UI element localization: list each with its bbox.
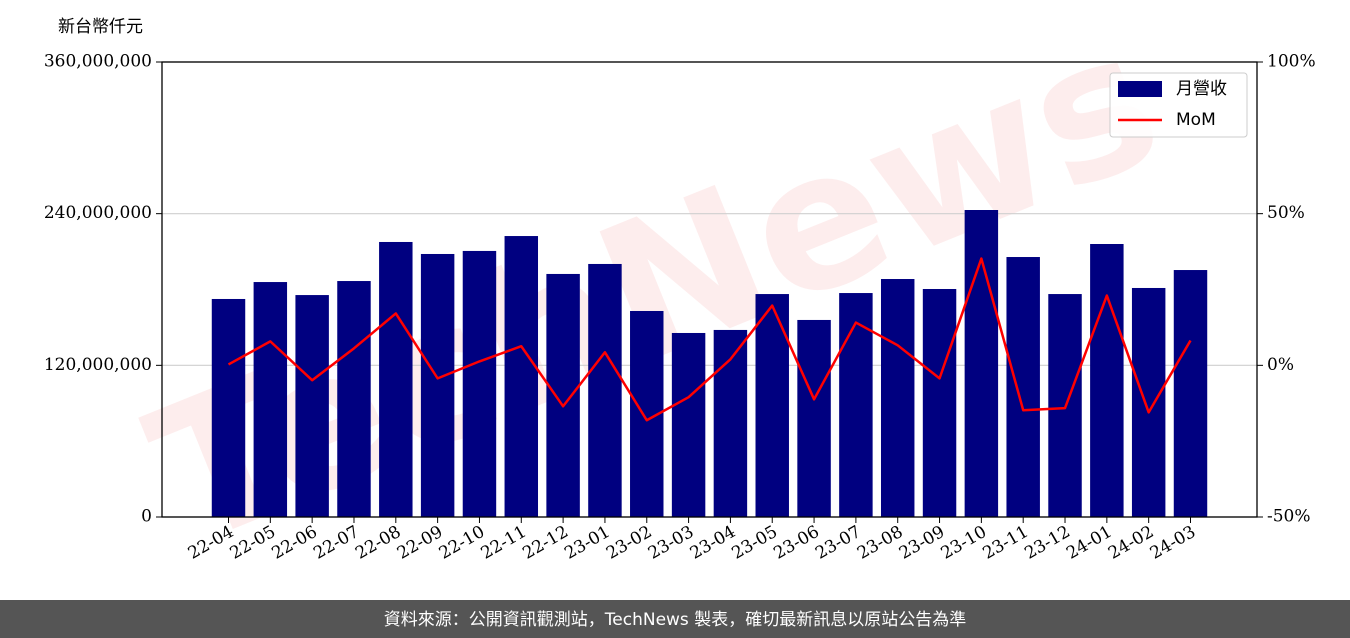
bar [420, 253, 455, 517]
bar [546, 273, 580, 517]
y2-tick-label: 100% [1267, 52, 1316, 72]
y2-tick-label: 50% [1267, 203, 1305, 223]
x-tick-label: 23-08 [854, 522, 906, 564]
bar [880, 279, 915, 517]
bar [713, 329, 748, 517]
bar [1090, 244, 1124, 517]
x-tick-label: 23-05 [729, 522, 781, 564]
x-tick-label: 22-11 [478, 522, 530, 564]
y-tick-label: 360,000,000 [44, 52, 152, 72]
line [227, 257, 1192, 422]
plot-frame [161, 61, 1258, 518]
legend-swatch [1118, 81, 1162, 97]
x-tick-label: 22-12 [519, 522, 571, 564]
x-tick-label: 22-09 [394, 522, 446, 564]
x-tick-label: 23-01 [561, 522, 613, 564]
x-tick-label: 24-01 [1063, 522, 1115, 564]
y-axis-label: 新台幣仟元 [58, 17, 143, 37]
bar [211, 298, 246, 517]
y2-tick-label: -50% [1267, 507, 1311, 527]
y-tick-label: 120,000,000 [44, 355, 152, 375]
x-tick-label: 23-10 [938, 522, 990, 564]
bar [964, 210, 999, 517]
x-tick-label: 23-12 [1021, 522, 1073, 564]
x-tick-label: 23-04 [687, 522, 739, 564]
x-tick-label: 22-10 [436, 522, 488, 564]
bar [839, 293, 873, 517]
x-tick-label: 23-03 [645, 522, 697, 564]
x-tick-label: 23-07 [812, 522, 864, 564]
legend-label: 月營收 [1176, 79, 1227, 99]
x-tick-label: 23-11 [979, 522, 1031, 564]
footer-text: 資料來源：公開資訊觀測站，TechNews 製表，確切最新訊息以原站公告為準 [384, 610, 966, 630]
x-tick-label: 23-02 [603, 522, 655, 564]
footer-band [0, 600, 1350, 638]
bar [797, 319, 831, 517]
bar [922, 288, 957, 517]
x-tick-label: 23-09 [896, 522, 948, 564]
x-tick-label: 24-02 [1105, 522, 1157, 564]
bar [462, 250, 497, 517]
bar [295, 295, 329, 517]
bar [1131, 287, 1166, 517]
bar [253, 282, 288, 517]
y-tick-label: 240,000,000 [44, 203, 152, 223]
x-tick-label: 24-03 [1147, 522, 1199, 564]
bar [1006, 257, 1040, 517]
bar [504, 236, 539, 517]
x-tick-label: 23-06 [770, 522, 822, 564]
bar [1173, 270, 1208, 517]
bar [671, 332, 706, 517]
bar [379, 241, 413, 517]
y2-tick-label: 0% [1267, 355, 1294, 375]
bar [755, 294, 789, 517]
y-tick-label: 0 [141, 507, 152, 527]
bar [337, 281, 371, 517]
x-tick-label: 22-08 [352, 522, 404, 564]
legend-label: MoM [1176, 110, 1216, 130]
bar [588, 263, 622, 517]
